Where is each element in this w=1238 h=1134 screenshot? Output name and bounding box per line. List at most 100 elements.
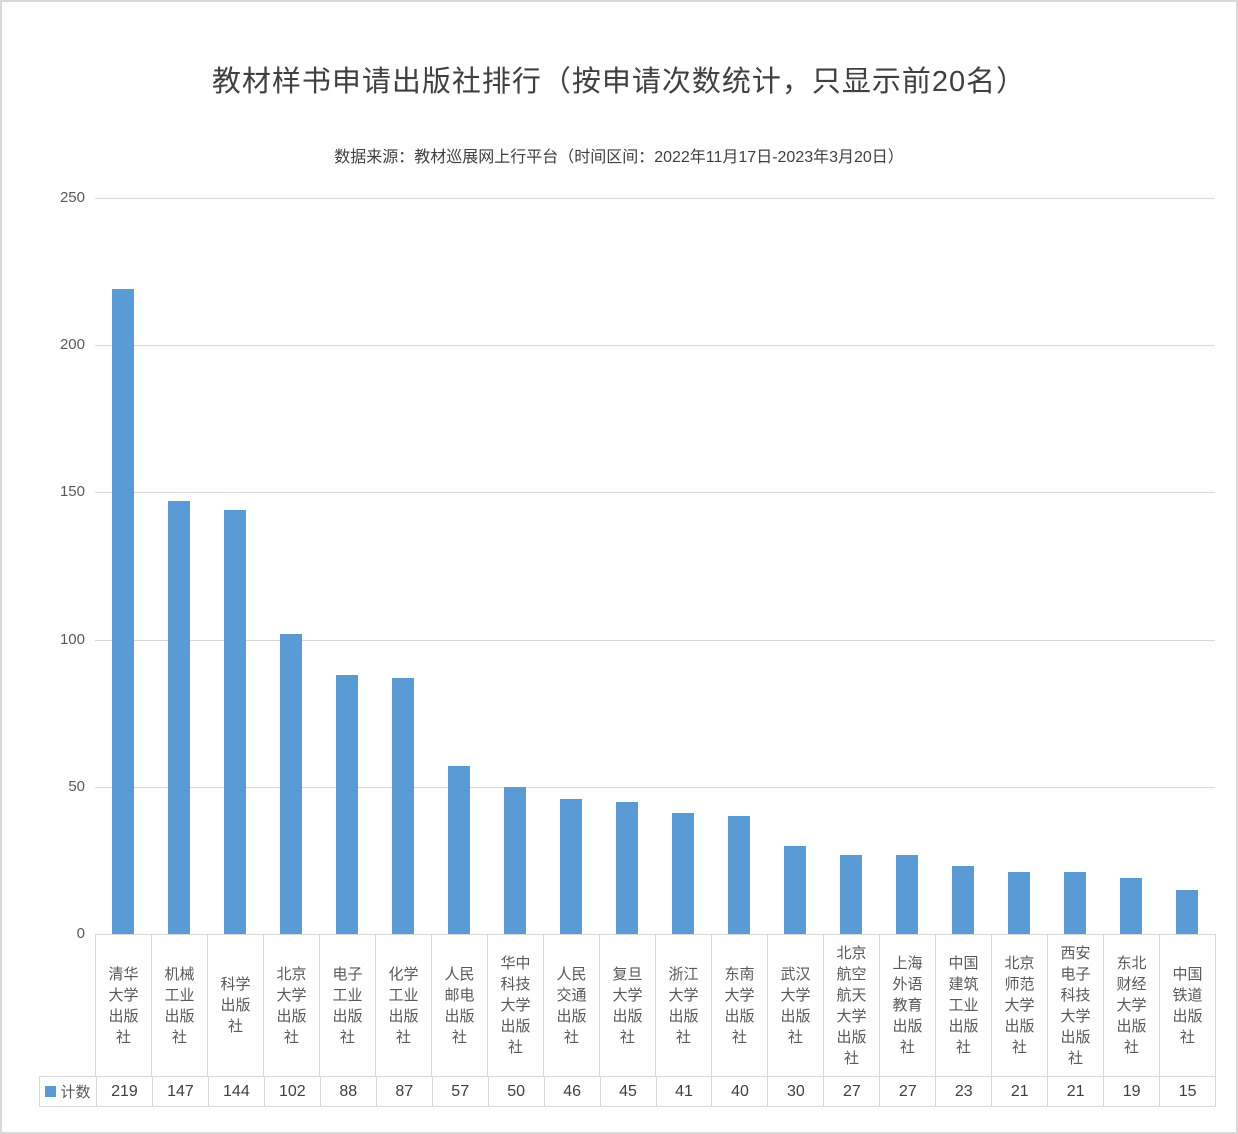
bar (336, 674, 358, 934)
bar-column (991, 198, 1047, 934)
category-label-cell: 上海 外语 教育 出版 社 (879, 934, 935, 1076)
bar (168, 501, 190, 934)
bar (224, 510, 246, 934)
legend-cell: 计数 (39, 1077, 96, 1106)
bar-column (655, 198, 711, 934)
bar-column (487, 198, 543, 934)
bar-column (431, 198, 487, 934)
category-label-cell: 东北 财经 大学 出版 社 (1103, 934, 1159, 1076)
category-label-cell: 武汉 大学 出版 社 (767, 934, 823, 1076)
data-table-value-row: 计数 219 147 144 102 88 87 57 50 46 45 41 40 30 27 27 23 2… (39, 1076, 1217, 1107)
legend-swatch-icon (45, 1086, 57, 1097)
chart-subtitle: 数据来源：教材巡展网上行平台（时间区间：2022年11月17日-2023年3月2… (334, 149, 904, 166)
category-label-cell: 西安 电子 科技 大学 出版 社 (1047, 934, 1103, 1076)
category-label-cell: 北京 航空 航天 大学 出版 社 (823, 934, 879, 1076)
category-label-cell: 北京 大学 出版 社 (263, 934, 319, 1076)
value-cell: 219 (96, 1077, 152, 1106)
plot-area (95, 198, 1215, 935)
bar-column (767, 198, 823, 934)
y-axis-tick-label: 150 (59, 483, 85, 501)
gridline (95, 492, 1215, 494)
gridline (95, 198, 1215, 199)
bar-column (95, 198, 151, 934)
category-label-cell: 东南 大学 出版 社 (711, 934, 767, 1076)
category-label-cell: 科学 出版 社 (207, 934, 263, 1076)
value-cell: 19 (1103, 1077, 1159, 1106)
category-label-cell: 北京 师范 大学 出版 社 (991, 934, 1047, 1076)
value-cell: 147 (151, 1077, 208, 1106)
bar (952, 866, 974, 934)
value-cell: 27 (823, 1077, 879, 1106)
y-axis-tick-label: 100 (59, 630, 85, 648)
data-table: 清华 大学 出版 社机械 工业 出版 社科学 出版 社北京 大学 出版 社电子 … (39, 934, 1217, 1107)
bar (112, 289, 134, 934)
value-cell: 45 (599, 1077, 656, 1106)
category-label-cell: 机械 工业 出版 社 (151, 934, 207, 1076)
category-label-cell: 中国 铁道 出版 社 (1159, 934, 1216, 1076)
gridline (95, 345, 1215, 347)
bar (392, 677, 414, 934)
bar-column (151, 198, 207, 934)
value-cell: 50 (487, 1077, 544, 1106)
bar (896, 854, 918, 934)
bar-column (207, 198, 263, 934)
chart-title: 教材样书申请出版社排行（按申请次数统计，只显示前20名） (211, 66, 1027, 98)
data-table-category-row: 清华 大学 出版 社机械 工业 出版 社科学 出版 社北京 大学 出版 社电子 … (39, 934, 1216, 1076)
value-cell: 57 (431, 1077, 488, 1106)
bar (504, 786, 526, 934)
bar-column (879, 198, 935, 934)
value-cell: 21 (991, 1077, 1047, 1106)
bars-row (95, 198, 1215, 934)
value-cell: 40 (711, 1077, 767, 1106)
bar-column (543, 198, 599, 934)
bar (616, 801, 638, 934)
y-axis-tick-label: 250 (59, 189, 85, 206)
bar (448, 766, 470, 934)
category-label-cell: 复旦 大学 出版 社 (599, 934, 655, 1076)
category-label-cell: 中国 建筑 工业 出版 社 (935, 934, 991, 1076)
bar-column (599, 198, 655, 934)
bar-column (1103, 198, 1159, 934)
legend-label: 计数 (60, 1084, 91, 1101)
category-label-cell: 人民 邮电 出版 社 (431, 934, 487, 1076)
value-cell: 15 (1159, 1077, 1217, 1106)
bar-column (263, 198, 319, 934)
y-axis-tick-label: 0 (76, 925, 85, 942)
bar (1176, 889, 1198, 934)
bar-column (1047, 198, 1103, 934)
category-label-cell: 电子 工业 出版 社 (319, 934, 375, 1076)
bar-column (319, 198, 375, 934)
bar-column (711, 198, 767, 934)
category-label-cell: 华中 科技 大学 出版 社 (487, 934, 543, 1076)
bar (560, 798, 582, 934)
bar (1120, 878, 1142, 934)
value-cell: 144 (207, 1077, 264, 1106)
value-cell: 102 (263, 1077, 320, 1106)
bar-column (1159, 198, 1215, 934)
bar (840, 854, 862, 934)
bar-column (823, 198, 879, 934)
gridline (95, 786, 1215, 788)
category-label-cell: 清华 大学 出版 社 (95, 934, 151, 1076)
bar (784, 845, 806, 934)
category-label-cell: 浙江 大学 出版 社 (655, 934, 711, 1076)
category-label-cell: 人民 交通 出版 社 (543, 934, 599, 1076)
category-label-cell: 化学 工业 出版 社 (375, 934, 431, 1076)
value-cell: 46 (543, 1077, 600, 1106)
gridline (95, 639, 1215, 641)
bar-column (935, 198, 991, 934)
bar (1064, 872, 1086, 934)
bar (728, 816, 750, 934)
bar (280, 633, 302, 934)
data-table-corner-spacer (39, 934, 95, 1076)
y-axis-tick-label: 50 (68, 777, 85, 795)
value-cell: 23 (935, 1077, 991, 1106)
value-cell: 30 (767, 1077, 823, 1106)
value-cell: 87 (375, 1077, 432, 1106)
value-cell: 41 (655, 1077, 712, 1106)
y-axis-tick-label: 200 (59, 336, 85, 354)
value-cell: 21 (1047, 1077, 1103, 1106)
value-cell: 27 (879, 1077, 935, 1106)
value-cell: 88 (319, 1077, 376, 1106)
